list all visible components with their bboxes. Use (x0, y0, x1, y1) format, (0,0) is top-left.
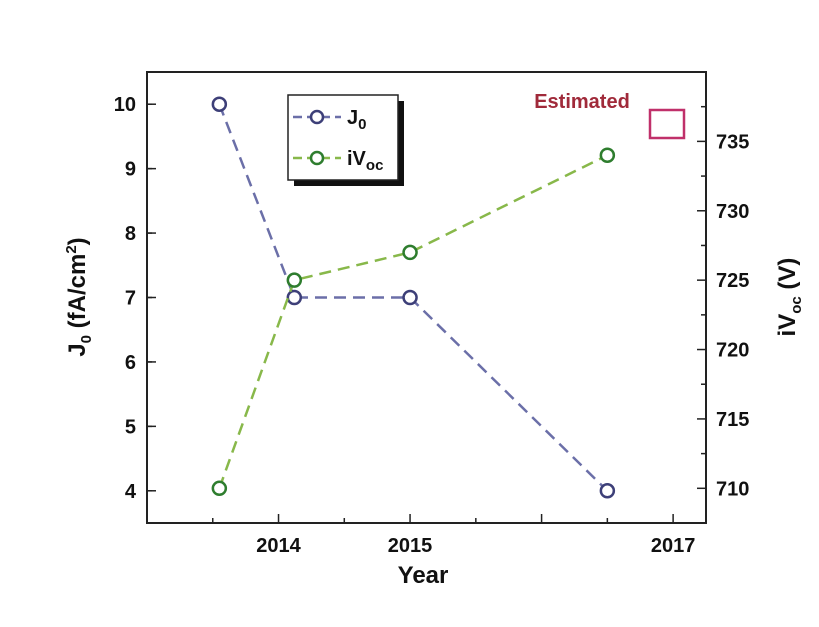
plot-frame (146, 71, 707, 524)
legend-j0-marker (309, 109, 325, 125)
x-tick-label: 2017 (651, 535, 696, 557)
y-axis-right-title: iVoc (V) (774, 258, 805, 337)
data-point-ivoc (599, 147, 616, 164)
data-point-ivoc (402, 244, 418, 261)
y-axis-left: 4 5 6 7 8 9 10 (114, 94, 156, 503)
data-point-j0 (599, 483, 616, 499)
y-right-tick-label: 710 (716, 478, 749, 500)
data-point-ivoc (211, 480, 228, 497)
data-point-ivoc (286, 272, 303, 288)
y-left-unit-pre: (fA/cm (64, 254, 91, 335)
y-axis-left-title: J0 (fA/cm2) (63, 237, 95, 356)
y-axis-right: 710 715 720 725 730 735 (697, 105, 749, 500)
y-left-tick-label: 9 (125, 159, 136, 181)
y-left-sub: 0 (78, 335, 95, 343)
legend-ivoc-marker (309, 150, 325, 166)
y-right-sub: oc (788, 296, 805, 314)
legend-j0-sub: 0 (358, 116, 366, 133)
y-left-tick-label: 10 (114, 94, 136, 116)
y-right-tick-label: 735 (716, 131, 749, 153)
annotation-estimated: Estimated (534, 91, 630, 113)
y-left-base: J (64, 343, 91, 356)
x-tick-label: 2015 (388, 535, 433, 557)
y-left-tick-label: 8 (125, 223, 136, 245)
legend: J0 iVoc (287, 94, 404, 186)
y-right-tick-label: 720 (716, 340, 749, 362)
data-point-j0 (211, 96, 228, 112)
annotation-estimated-box (648, 108, 686, 140)
y-right-tick-label: 725 (716, 270, 749, 292)
y-left-tick-label: 4 (125, 481, 137, 503)
y-left-tick-label: 7 (125, 288, 136, 310)
y-right-tick-label: 730 (716, 201, 749, 223)
legend-ivoc-base: iV (347, 148, 367, 170)
legend-box (287, 94, 399, 181)
y-left-unit-post: ) (64, 237, 91, 245)
y-right-base: iV (774, 314, 801, 337)
y-left-tick-label: 5 (125, 416, 136, 438)
series-line-ivoc (218, 154, 608, 489)
series-line-j0 (218, 103, 609, 492)
x-axis: 2014 2015 2017 (212, 514, 696, 557)
y-right-unit: (V) (774, 258, 801, 297)
legend-ivoc-sub: oc (366, 157, 384, 174)
legend-j0-base: J (347, 107, 358, 129)
data-point-j0 (402, 289, 418, 306)
y-right-tick-label: 715 (716, 409, 749, 431)
y-left-tick-label: 6 (125, 352, 136, 374)
x-tick-label: 2014 (256, 535, 301, 557)
data-point-j0 (286, 289, 303, 306)
legend-ivoc-label: iVoc (347, 148, 383, 174)
x-axis-title: Year (398, 562, 449, 589)
legend-j0-label: J0 (347, 107, 366, 133)
y-left-sup: 2 (63, 245, 80, 253)
series-layer (211, 96, 616, 499)
